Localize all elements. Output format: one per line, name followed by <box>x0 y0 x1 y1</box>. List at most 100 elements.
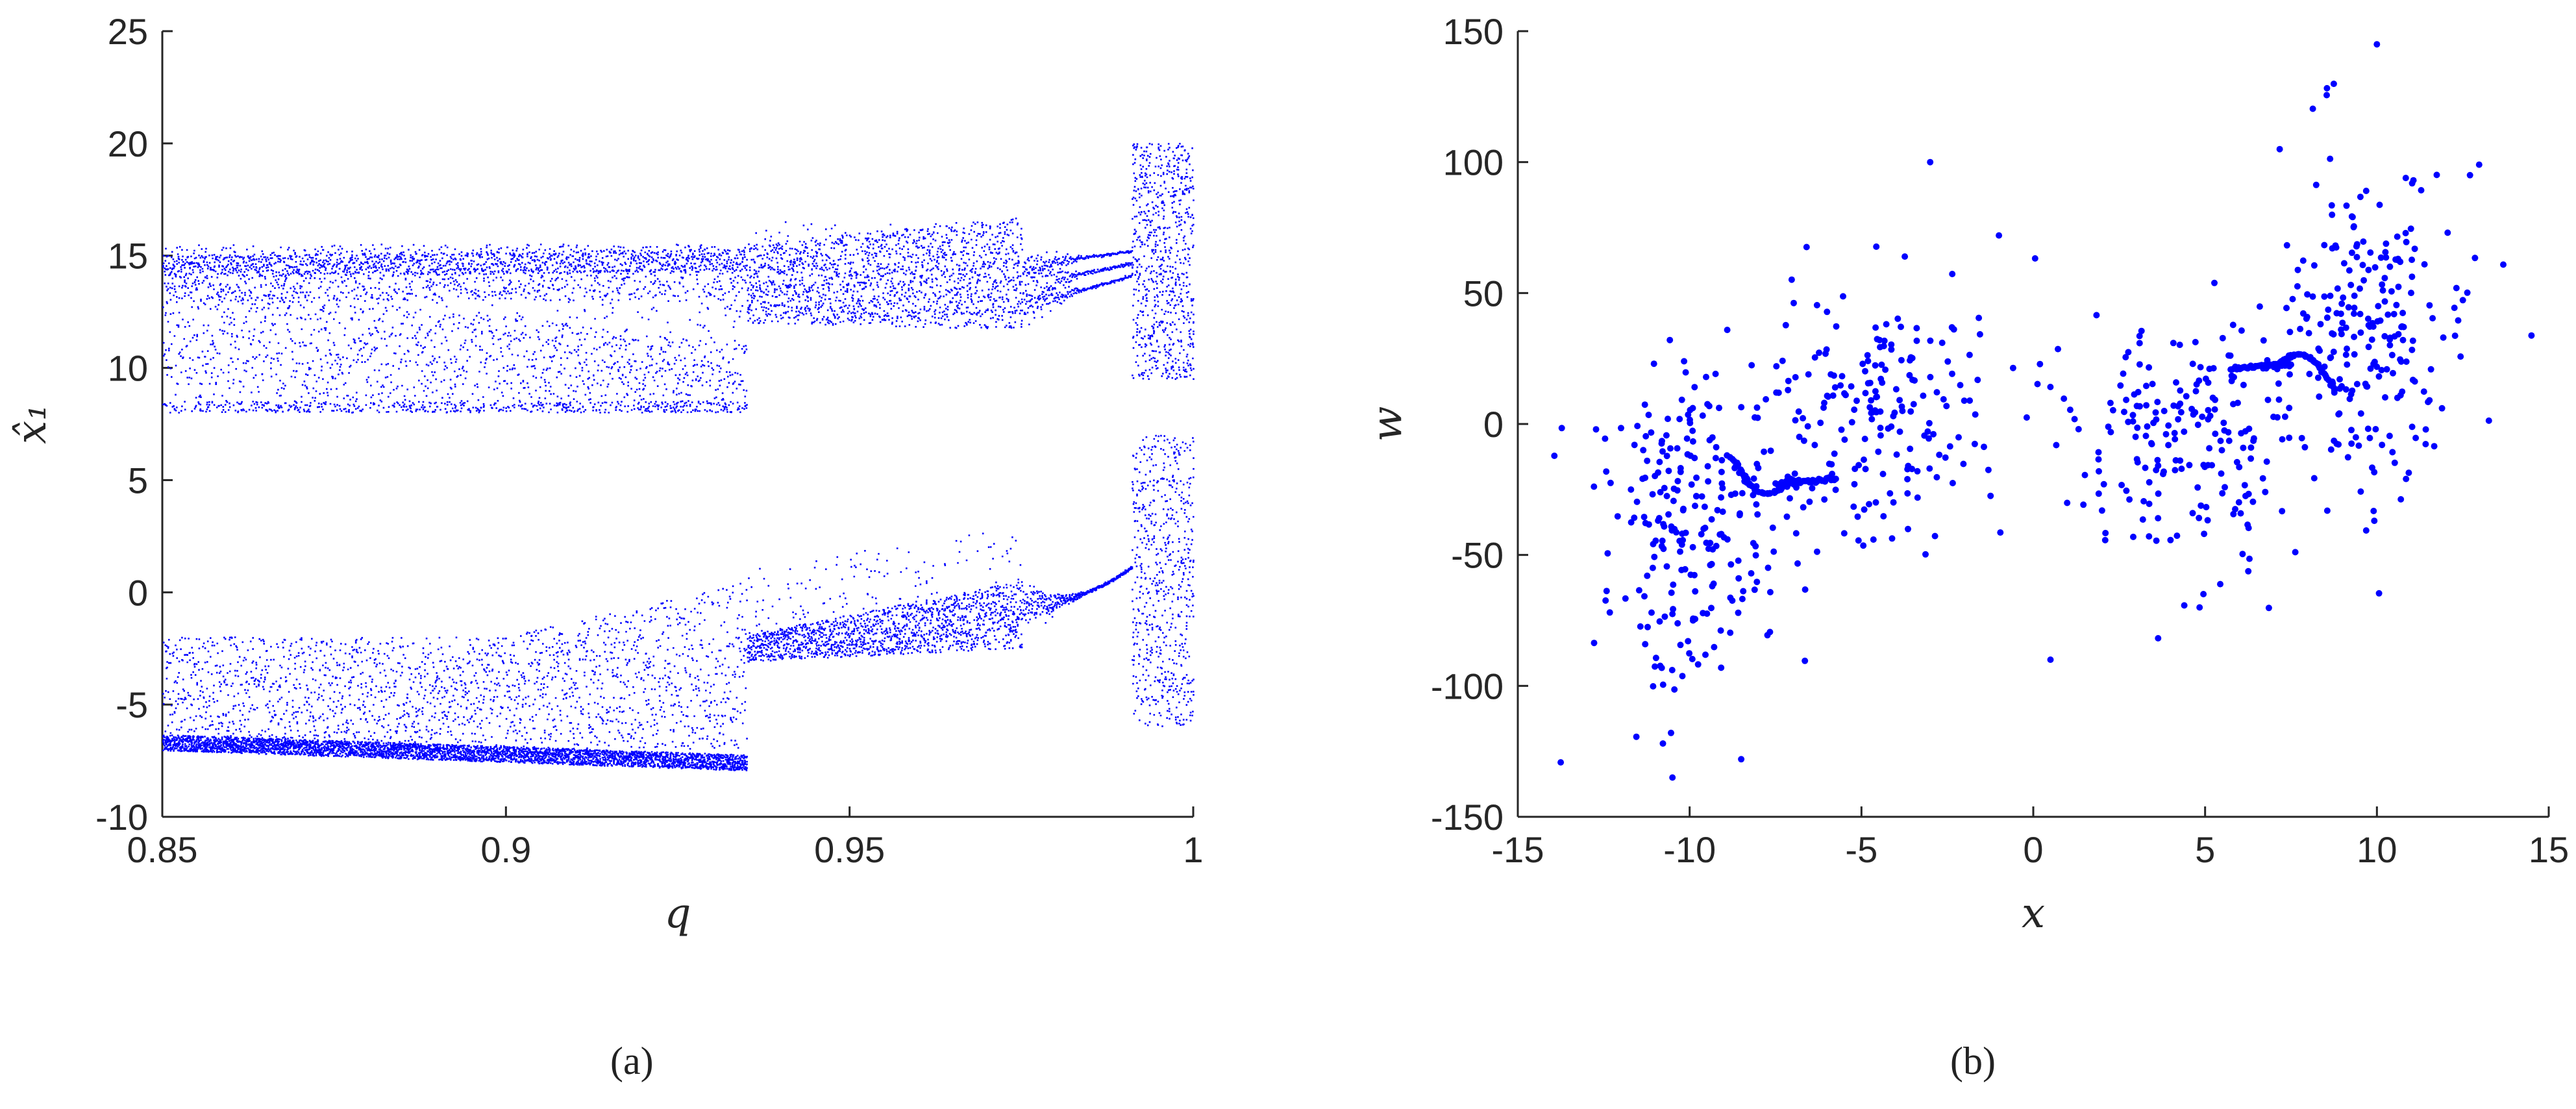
scatter-points <box>162 143 1195 771</box>
scatter-point <box>2172 467 2179 474</box>
scatter-point <box>2397 392 2404 399</box>
scatter-point <box>1644 623 1651 630</box>
scatter-point <box>1657 489 1664 495</box>
scatter-point <box>1767 447 1774 455</box>
scatter-point <box>1914 467 1921 475</box>
scatter-point <box>1652 473 1659 480</box>
scatter-point <box>2399 336 2407 343</box>
scatter-point <box>2192 338 2199 345</box>
scatter-point <box>1727 629 1734 636</box>
scatter-point <box>2383 240 2390 247</box>
x-tick-label: 0.95 <box>814 829 885 870</box>
scatter-point <box>1689 543 1696 551</box>
scatter-point <box>2250 437 2257 444</box>
scatter-point <box>1868 397 1875 404</box>
scatter-point <box>2292 549 2299 556</box>
scatter-point <box>1769 524 1776 531</box>
scatter-point <box>2256 303 2263 310</box>
scatter-point <box>1872 499 1879 506</box>
scatter-point <box>2154 456 2161 464</box>
scatter-point <box>1705 478 1712 485</box>
scatter-point <box>1773 389 1780 396</box>
scatter-point <box>1754 511 1761 518</box>
scatter-point <box>2101 536 2109 543</box>
scatter-point <box>2221 427 2228 434</box>
scatter-point <box>1766 589 1774 595</box>
scatter-point <box>2218 447 2225 454</box>
scatter-point <box>1713 443 1720 451</box>
y-tick-label: 25 <box>108 11 148 52</box>
scatter-point <box>2466 171 2473 179</box>
scatter-point <box>1663 453 1670 460</box>
scatter-point <box>2459 297 2466 304</box>
scatter-point <box>1693 493 1700 499</box>
scatter-point <box>1866 501 1872 508</box>
scatter-point <box>1930 430 1937 438</box>
y-tick-label: 0 <box>1483 404 1504 445</box>
scatter-point <box>1981 443 1987 451</box>
scatter-point <box>1728 561 1735 568</box>
scatter-point <box>2383 366 2390 373</box>
scatter-point <box>2118 482 2125 488</box>
scatter-point <box>1791 470 1798 477</box>
scatter-point <box>2126 496 2133 503</box>
scatter-point <box>2367 249 2374 256</box>
scatter-point <box>2245 525 2252 532</box>
scatter-point <box>1661 484 1668 492</box>
scatter-point <box>1614 513 1621 520</box>
scatter-point <box>2220 419 2227 427</box>
scatter-point <box>1765 564 1772 571</box>
scatter-point <box>1689 656 1696 662</box>
scatter-point <box>2235 499 2242 506</box>
scatter-point <box>2397 356 2404 363</box>
scatter-point <box>2373 41 2381 48</box>
scatter-point <box>2397 496 2405 503</box>
scatter-point <box>1674 620 1681 627</box>
scatter-point <box>2142 464 2149 471</box>
scatter-point <box>2303 315 2310 322</box>
scatter-point <box>2140 498 2148 505</box>
scatter-point <box>1866 404 1874 411</box>
scatter-point <box>1718 456 1726 464</box>
scatter-point <box>1641 514 1648 521</box>
scatter-point <box>2197 364 2204 371</box>
scatter-point <box>2279 508 2286 515</box>
scatter-point <box>1661 613 1668 620</box>
scatter-point <box>1800 504 1807 511</box>
scatter-point <box>1645 412 1652 418</box>
scatter-point <box>1824 308 1831 316</box>
scatter-point <box>2061 395 2068 402</box>
scatter-point <box>1860 542 1867 549</box>
y-tick-label: -5 <box>116 684 148 725</box>
scatter-point <box>2283 242 2290 249</box>
scatter-point <box>1862 390 1869 397</box>
scatter-point <box>1748 362 1755 369</box>
scatter-point <box>2201 530 2208 538</box>
scatter-point <box>1678 396 1685 403</box>
scatter-point <box>2136 361 2143 368</box>
scatter-point <box>2055 345 2061 353</box>
scatter-point <box>1667 445 1674 452</box>
scatter-point <box>1703 540 1710 546</box>
scatter-point <box>1862 466 1869 473</box>
scatter-point <box>1792 417 1799 424</box>
scatter-point <box>2389 449 2396 456</box>
scatter-point <box>2175 416 2182 423</box>
scatter-point <box>1702 525 1709 531</box>
scatter-point <box>2231 373 2237 380</box>
scatter-point <box>1738 756 1745 763</box>
scatter-point <box>1604 550 1611 557</box>
scatter-point <box>1690 615 1697 622</box>
scatter-point <box>2366 434 2373 442</box>
scatter-point <box>1853 397 1860 405</box>
scatter-point <box>1831 450 1838 457</box>
y-tick-label: 100 <box>1443 142 1504 183</box>
scatter-point <box>2229 321 2236 329</box>
scatter-point <box>1840 293 1846 300</box>
scatter-point <box>1878 361 1885 368</box>
scatter-point <box>1663 563 1670 570</box>
scatter-point <box>1631 514 1638 521</box>
scatter-point <box>2206 445 2213 452</box>
scatter-point <box>1628 486 1635 493</box>
x-tick-label: 10 <box>2357 829 2397 870</box>
